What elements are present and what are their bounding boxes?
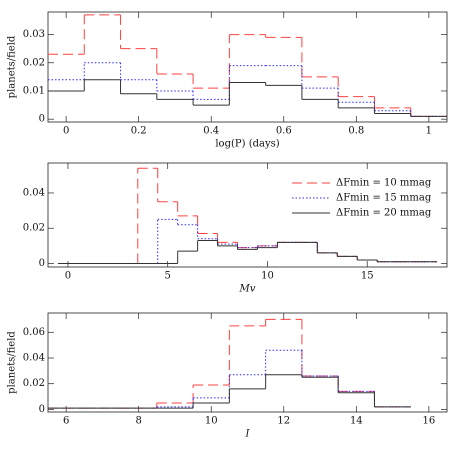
- y-tick-label: 0.04: [23, 353, 45, 364]
- x-tick-label: 16: [422, 416, 435, 427]
- y-tick-label: 0.02: [23, 378, 45, 389]
- x-tick-label: 10: [261, 271, 274, 282]
- x-tick-label: 10: [205, 416, 218, 427]
- y-tick-label: 0.06: [23, 327, 45, 338]
- x-tick-label: 0.4: [203, 126, 219, 137]
- y-tick-label: 0.02: [23, 57, 45, 68]
- x-axis-label: I: [245, 429, 251, 440]
- x-axis-label: Mv: [239, 284, 256, 295]
- plot-frame: [47, 312, 448, 413]
- y-tick-label: 0: [39, 114, 45, 125]
- x-tick-label: 14: [350, 416, 363, 427]
- x-tick-label: 15: [361, 271, 374, 282]
- x-tick-label: 8: [135, 416, 141, 427]
- y-tick-label: 0.02: [23, 223, 45, 234]
- y-tick-label: 0: [39, 258, 45, 269]
- y-tick-label: 0.04: [23, 187, 45, 198]
- x-tick-label: 0: [65, 271, 71, 282]
- x-axis-label: log(P) (days): [215, 139, 279, 150]
- legend-label: ΔFmin = 20 mmag: [336, 208, 432, 219]
- x-tick-label: 5: [165, 271, 171, 282]
- legend-label: ΔFmin = 15 mmag: [336, 193, 432, 204]
- x-tick-label: 6: [63, 416, 69, 427]
- plot-frame: [47, 11, 448, 123]
- x-tick-label: 0.6: [276, 126, 292, 137]
- x-tick-label: 0.8: [348, 126, 364, 137]
- y-tick-label: 0: [39, 404, 45, 415]
- legend-label: ΔFmin = 10 mmag: [336, 178, 432, 189]
- x-tick-label: 0.2: [131, 126, 147, 137]
- plot-frame: [47, 162, 448, 268]
- x-tick-label: 0: [63, 126, 69, 137]
- y-tick-label: 0.01: [23, 85, 45, 96]
- y-axis-label: planets/field: [7, 331, 18, 394]
- y-axis-label: planets/field: [7, 35, 18, 98]
- x-tick-label: 1: [426, 126, 432, 137]
- y-tick-label: 0.03: [23, 29, 45, 40]
- x-tick-label: 12: [277, 416, 290, 427]
